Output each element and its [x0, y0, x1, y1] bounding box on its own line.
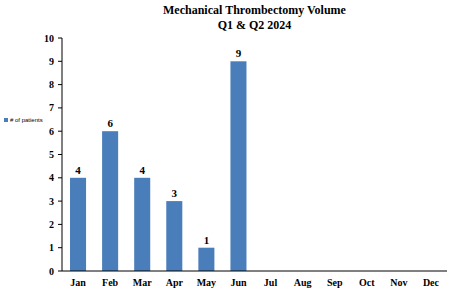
x-tick-label: Aug [294, 277, 312, 288]
y-tick [58, 38, 62, 39]
y-tick-label: 5 [49, 149, 54, 160]
y-tick [58, 107, 62, 108]
y-tick-label: 0 [49, 266, 54, 277]
legend: # of patients [4, 117, 43, 123]
chart-subtitle: Q1 & Q2 2024 [218, 18, 292, 32]
data-label: 9 [236, 47, 242, 59]
legend-swatch [4, 118, 8, 122]
x-tick-label: Oct [359, 277, 375, 288]
x-tick-label: Mar [133, 277, 152, 288]
x-tick-label: Sep [327, 277, 343, 288]
bar [134, 178, 150, 271]
chart-container: Mechanical Thrombectomy VolumeQ1 & Q2 20… [0, 0, 450, 291]
legend-label: # of patients [10, 117, 43, 123]
x-tick-label: May [197, 277, 216, 288]
bar [230, 61, 246, 271]
bar [70, 178, 86, 271]
y-tick [58, 61, 62, 62]
y-axis [62, 38, 63, 271]
bar [102, 131, 118, 271]
chart-svg: Mechanical Thrombectomy VolumeQ1 & Q2 20… [0, 0, 450, 291]
data-label: 6 [107, 117, 113, 129]
y-tick-label: 2 [49, 219, 54, 230]
y-tick-label: 3 [49, 196, 54, 207]
x-axis [62, 271, 447, 272]
x-tick-label: Jan [70, 277, 86, 288]
bar [198, 248, 214, 271]
y-tick [58, 247, 62, 248]
y-tick-label: 6 [49, 126, 54, 137]
x-tick-label: Jun [230, 277, 247, 288]
x-tick-label: Jul [264, 277, 278, 288]
data-label: 4 [139, 164, 145, 176]
data-label: 3 [172, 187, 178, 199]
x-tick-label: Apr [166, 277, 184, 288]
chart-title: Mechanical Thrombectomy Volume [163, 3, 347, 17]
data-label: 4 [75, 164, 81, 176]
y-tick [58, 154, 62, 155]
y-tick-label: 1 [49, 242, 54, 253]
y-tick-label: 8 [49, 79, 54, 90]
y-tick [58, 177, 62, 178]
bars [70, 61, 246, 271]
y-tick [58, 271, 62, 272]
y-tick [58, 224, 62, 225]
y-tick-label: 9 [49, 56, 54, 67]
data-label: 1 [204, 234, 210, 246]
bar [166, 201, 182, 271]
y-tick-label: 4 [49, 172, 54, 183]
y-tick-label: 10 [44, 33, 54, 44]
y-tick [58, 201, 62, 202]
x-tick-label: Feb [102, 277, 119, 288]
x-tick-label: Dec [423, 277, 440, 288]
y-tick [58, 131, 62, 132]
x-tick-label: Nov [390, 277, 407, 288]
y-tick [58, 84, 62, 85]
y-tick-label: 7 [49, 102, 54, 113]
